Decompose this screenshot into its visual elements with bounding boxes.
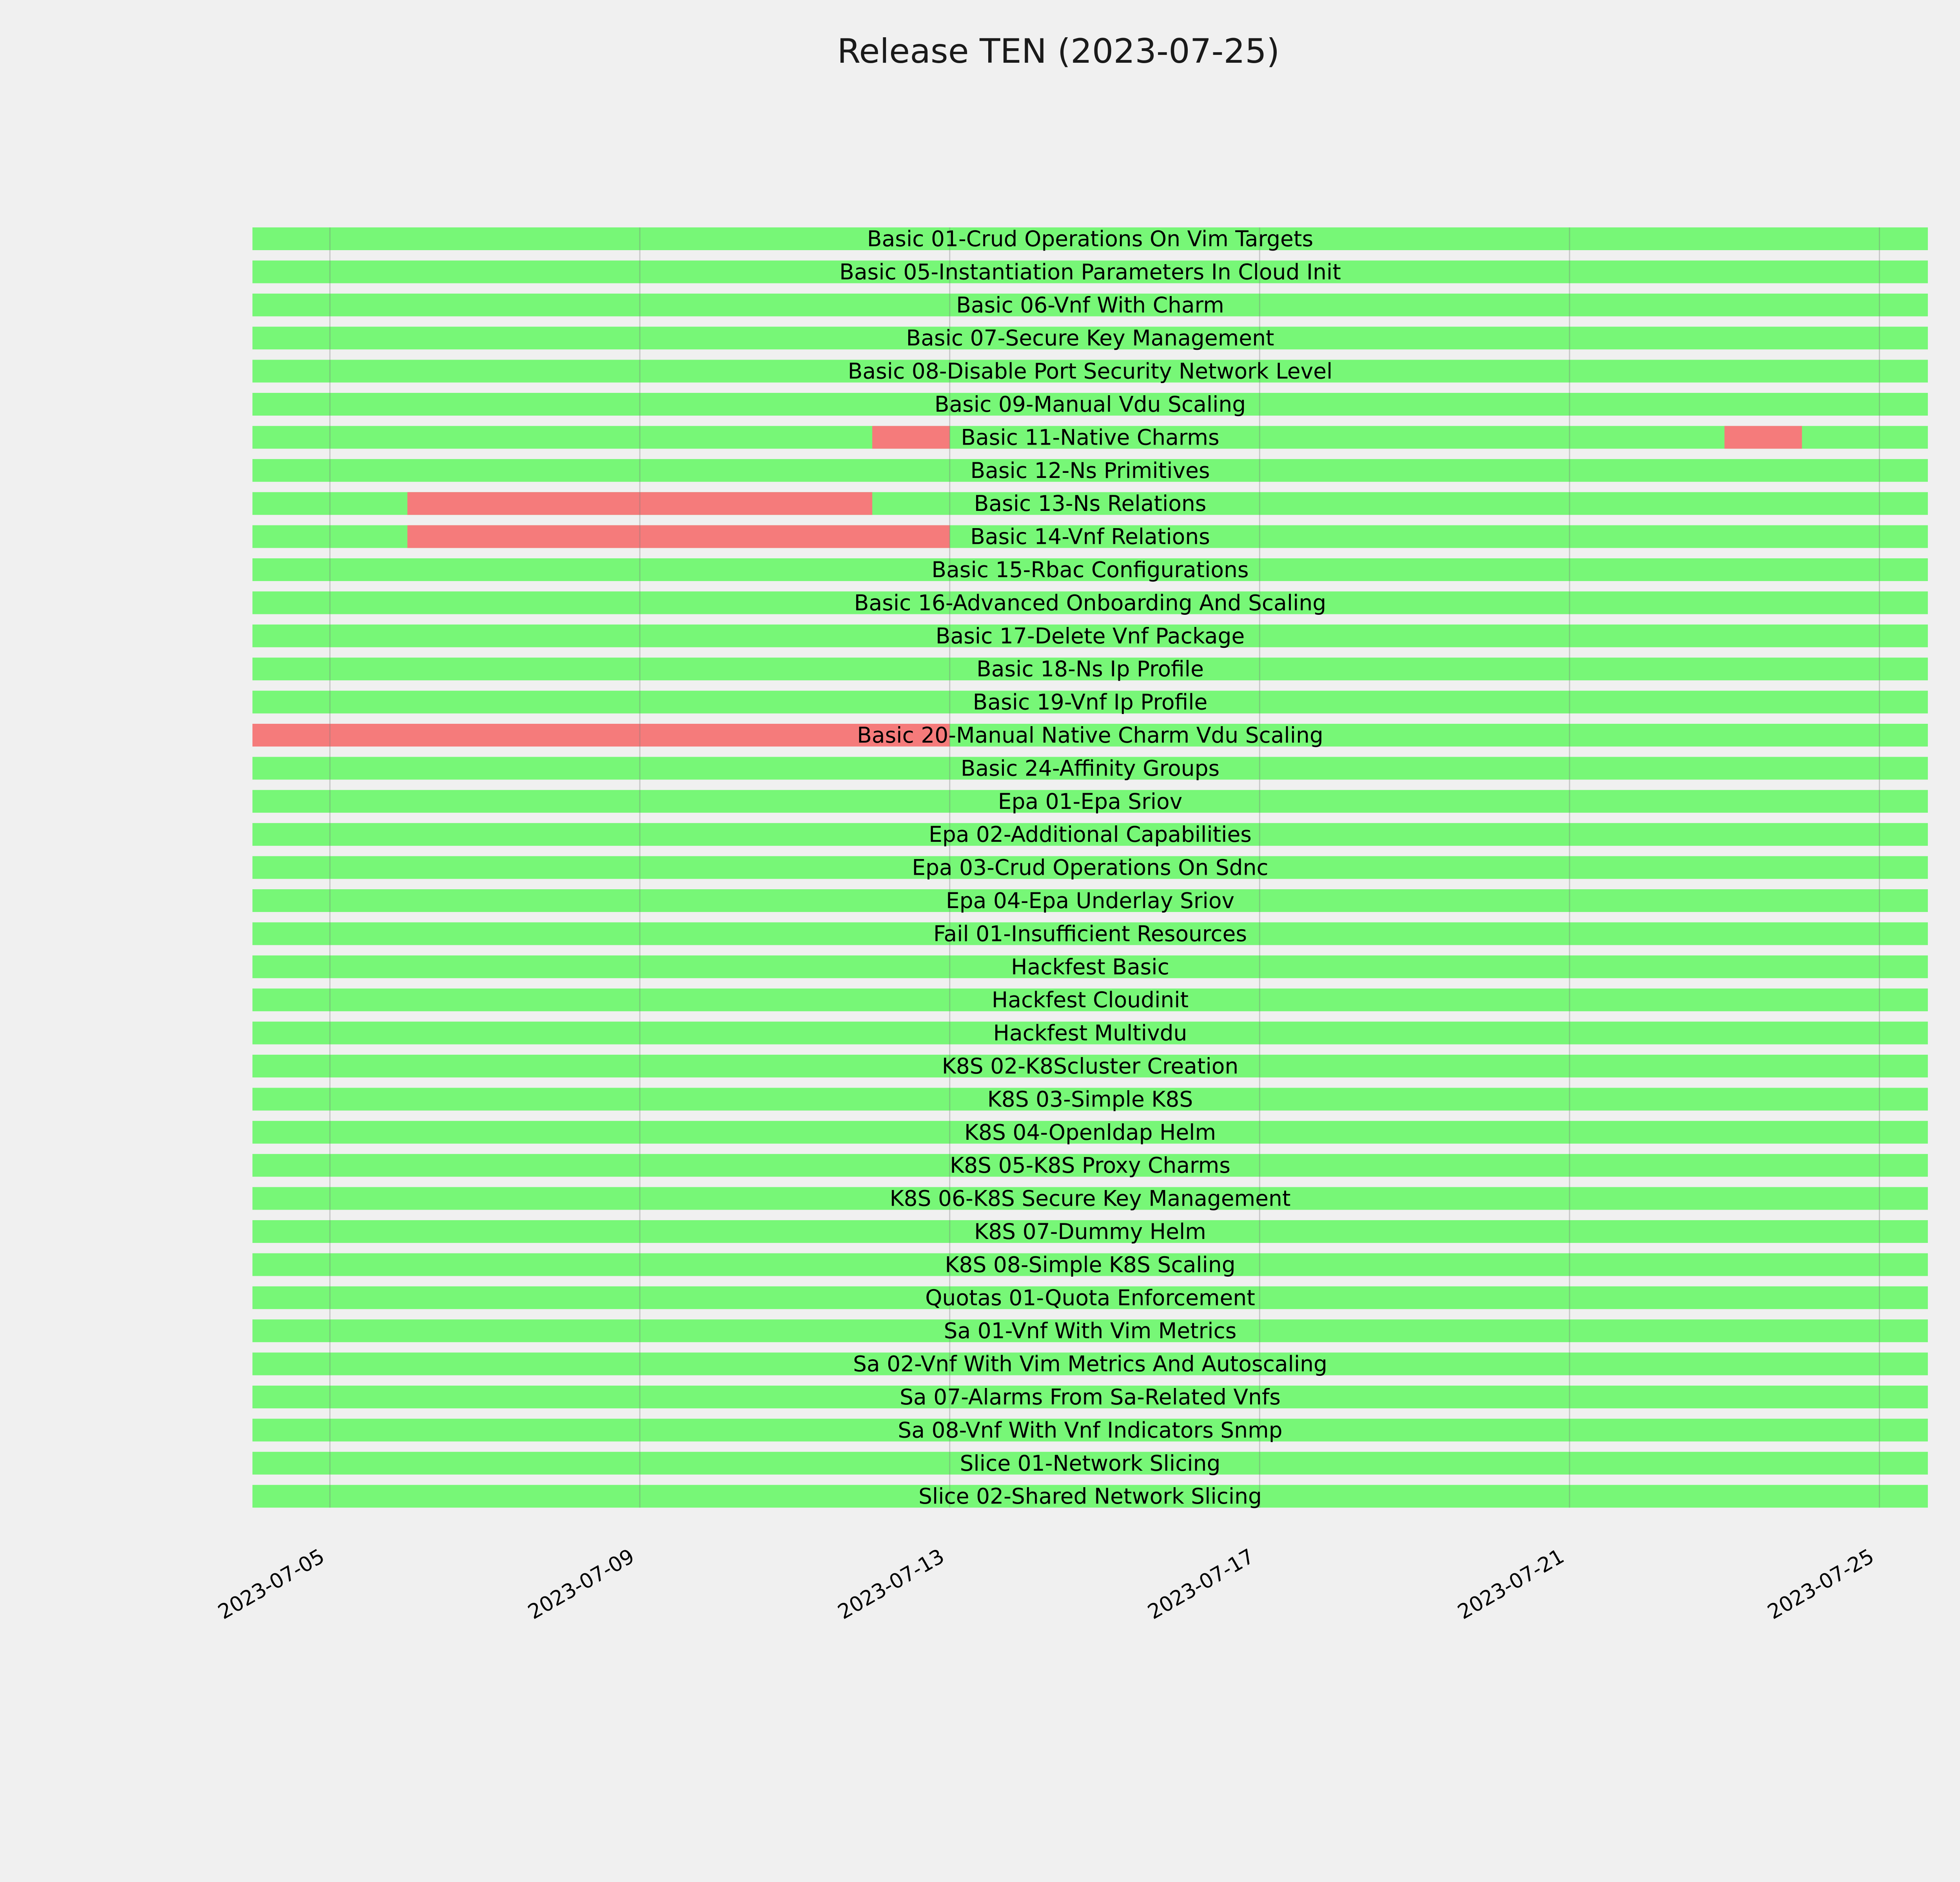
row-label: Slice 02-Shared Network Slicing [918, 1484, 1262, 1509]
row-label: Epa 01-Epa Sriov [998, 789, 1183, 814]
row-label: Basic 15-Rbac Configurations [931, 557, 1249, 582]
row-label: Basic 11-Native Charms [961, 425, 1219, 450]
pass-bar [252, 1286, 1928, 1309]
pass-bar [252, 393, 1928, 416]
row-label: Basic 18-Ns Ip Profile [976, 656, 1204, 681]
pass-bar [252, 1187, 1928, 1210]
row-label: K8S 03-Simple K8S [987, 1086, 1193, 1112]
row-label: Sa 01-Vnf With Vim Metrics [944, 1318, 1237, 1343]
pass-bar [252, 1451, 1928, 1475]
fail-bar [872, 426, 950, 449]
row-label: K8S 06-K8S Secure Key Management [890, 1186, 1291, 1211]
pass-bar [252, 1088, 1928, 1111]
row-label: Hackfest Basic [1011, 954, 1169, 979]
row-label: Epa 04-Epa Underlay Sriov [946, 888, 1234, 913]
row-label: Slice 01-Network Slicing [960, 1451, 1221, 1476]
row-label: Basic 20-Manual Native Charm Vdu Scaling [857, 723, 1323, 748]
row-label: Basic 13-Ns Relations [974, 491, 1207, 516]
row-label: Basic 07-Secure Key Management [906, 325, 1274, 351]
pass-bar [252, 1419, 1928, 1442]
pass-bar [252, 889, 1928, 912]
pass-bar [252, 658, 1928, 681]
row-label: Basic 08-Disable Port Security Network L… [848, 359, 1333, 384]
x-tick-label: 2023-07-21 [1454, 1544, 1568, 1624]
pass-bar [252, 591, 1928, 614]
row-label: Basic 19-Vnf Ip Profile [973, 690, 1208, 715]
row-label: Quotas 01-Quota Enforcement [925, 1285, 1255, 1310]
row-label: K8S 08-Simple K8S Scaling [945, 1252, 1235, 1277]
pass-bar [252, 459, 1928, 482]
x-tick-label: 2023-07-25 [1764, 1544, 1878, 1624]
fail-bar [407, 525, 950, 548]
x-tick-label: 2023-07-05 [214, 1544, 328, 1624]
pass-bar [252, 624, 1928, 647]
row-label: K8S 04-Openldap Helm [964, 1120, 1216, 1145]
pass-bar [252, 922, 1928, 945]
pass-bar [252, 1485, 1928, 1508]
pass-bar [252, 558, 1928, 581]
row-label: Epa 03-Crud Operations On Sdnc [912, 855, 1268, 880]
pass-bar [252, 1154, 1928, 1177]
row-label: Basic 05-Instantiation Parameters In Clo… [839, 259, 1341, 284]
pass-bar [252, 955, 1928, 978]
pass-bar [252, 1055, 1928, 1077]
pass-bar [252, 790, 1928, 813]
bars-layer [252, 227, 1928, 1508]
row-label: Basic 01-Crud Operations On Vim Targets [867, 226, 1313, 251]
fail-bar [1724, 426, 1802, 449]
grid-layer [329, 227, 1880, 1508]
x-tick-label: 2023-07-09 [524, 1544, 639, 1624]
x-tick-labels-layer: 2023-07-05 2023-07-09 2023-07-13 2023-07-17… [214, 1544, 1878, 1624]
row-label: Epa 02-Additional Capabilities [929, 822, 1252, 847]
row-label: Basic 09-Manual Vdu Scaling [935, 392, 1246, 417]
pass-bar [252, 327, 1928, 350]
pass-bar [252, 293, 1928, 316]
x-tick-label: 2023-07-13 [834, 1544, 949, 1624]
row-label: Hackfest Cloudinit [992, 987, 1189, 1012]
pass-bar [252, 1021, 1928, 1045]
pass-bar [252, 360, 1928, 383]
row-label: Basic 16-Advanced Onboarding And Scaling [854, 590, 1326, 615]
row-label: Basic 14-Vnf Relations [970, 524, 1210, 549]
chart-title: Release TEN (2023-07-25) [837, 32, 1280, 71]
pass-bar [252, 823, 1928, 846]
row-labels-layer: Basic 01-Crud Operations On Vim Targets B… [839, 226, 1341, 1509]
pass-bar [252, 1220, 1928, 1243]
pass-bar [252, 856, 1928, 879]
row-label: Sa 07-Alarms From Sa-Related Vnfs [900, 1384, 1281, 1410]
pass-bar [252, 1319, 1928, 1342]
pass-bar [252, 757, 1928, 780]
pass-bar [252, 1352, 1928, 1375]
pass-bar [252, 988, 1928, 1012]
row-label: Hackfest Multivdu [993, 1021, 1187, 1046]
row-label: Fail 01-Insufficient Resources [933, 921, 1247, 946]
pass-bar [252, 1386, 1928, 1408]
row-label: Basic 06-Vnf With Charm [956, 292, 1224, 318]
pass-bar [252, 227, 1928, 250]
pass-bar [252, 426, 1928, 449]
row-label: Basic 17-Delete Vnf Package [936, 623, 1245, 649]
row-label: K8S 02-K8Scluster Creation [942, 1054, 1239, 1079]
row-label: Basic 24-Affinity Groups [961, 756, 1220, 781]
pass-bar [252, 260, 1928, 283]
pass-bar [252, 1121, 1928, 1144]
x-tick-label: 2023-07-17 [1144, 1544, 1258, 1624]
fail-bar [407, 492, 873, 515]
row-label: Basic 12-Ns Primitives [970, 458, 1210, 483]
row-label: Sa 02-Vnf With Vim Metrics And Autoscali… [853, 1352, 1327, 1377]
fail-bar [252, 724, 950, 747]
row-label: Sa 08-Vnf With Vnf Indicators Snmp [898, 1417, 1282, 1442]
pass-bar [252, 690, 1928, 714]
row-label: K8S 05-K8S Proxy Charms [950, 1153, 1230, 1178]
pass-bar [252, 1253, 1928, 1276]
row-label: K8S 07-Dummy Helm [974, 1219, 1206, 1244]
